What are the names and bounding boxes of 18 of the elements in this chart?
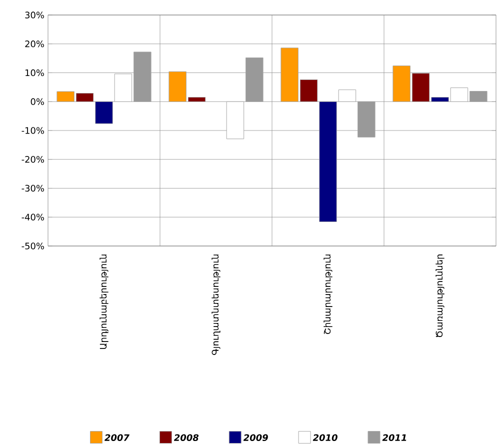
x-tick-label: Գյուղատնտեսություն [212,254,220,355]
y-tick-label: 0% [30,98,44,106]
legend-label: 2010 [312,434,338,442]
y-tick-label: -10% [22,127,44,134]
y-tick-label: 10% [26,69,44,76]
legend-label: 2009 [243,434,268,442]
x-tick-label: Ծառայություններ [436,254,444,338]
y-tick-label: -50% [22,242,44,250]
y-tick-label: 20% [25,40,44,48]
y-tick-label: -40% [22,214,44,221]
x-tick-label: Արդյունաբերություն [100,254,108,349]
legend-label: 2007 [104,434,130,442]
y-tick-label: -20% [22,156,44,163]
y-tick-label: -30% [22,184,44,192]
legend-label: 2008 [174,434,199,442]
y-tick-label: 30% [25,12,44,18]
x-tick-label: Շինարարություն [324,254,332,334]
legend-label: 2011 [382,434,406,442]
